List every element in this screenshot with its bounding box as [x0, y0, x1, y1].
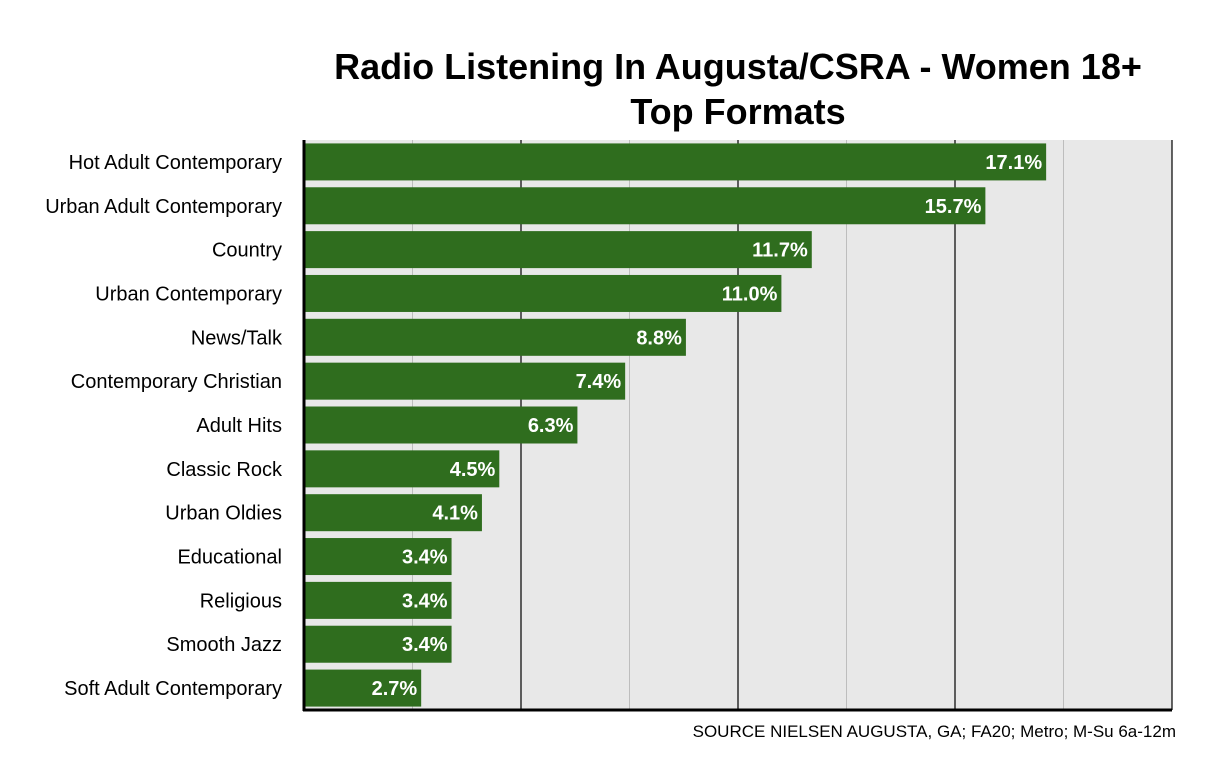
source-note: SOURCE NIELSEN AUGUSTA, GA; FA20; Metro;…: [692, 722, 1176, 741]
value-label: 7.4%: [576, 371, 622, 393]
bar: [304, 625, 452, 663]
bars: [304, 143, 1047, 707]
bar: [304, 362, 626, 400]
value-labels: 17.1%15.7% 11.7% 11.0% 8.8% 7.4%6.3% 4.5% 4.1%…: [372, 152, 1043, 700]
category-label: Soft Adult Contemporary: [64, 678, 282, 700]
category-label: Contemporary Christian: [71, 371, 282, 393]
value-label: 11.0%: [722, 283, 778, 305]
value-label: 15.7%: [925, 196, 982, 218]
bar: [304, 494, 482, 532]
chart-title: Radio Listening In Augusta/CSRA - Women …: [304, 44, 1172, 134]
value-label: 6.3%: [528, 415, 574, 437]
bar: [304, 187, 986, 225]
category-label: Adult Hits: [196, 415, 282, 437]
category-label: Educational: [177, 547, 282, 569]
bar: [304, 143, 1047, 181]
category-label: Urban Oldies: [165, 503, 282, 525]
bar: [304, 318, 686, 356]
value-label: 2.7%: [372, 678, 418, 700]
bar: [304, 406, 578, 444]
chart-title-line2: Top Formats: [630, 91, 846, 132]
category-label: Hot Adult Contemporary: [69, 152, 282, 174]
category-label: News/Talk: [191, 327, 283, 349]
category-labels: Hot Adult Contemporary Urban Adult Contem…: [45, 152, 283, 700]
bar: [304, 450, 500, 488]
category-label: Smooth Jazz: [166, 634, 282, 656]
value-label: 4.1%: [432, 503, 478, 525]
bar: [304, 538, 452, 576]
bar: [304, 581, 452, 619]
category-label: Classic Rock: [166, 459, 283, 481]
category-label: Religious: [200, 590, 282, 612]
bar: [304, 231, 812, 269]
category-label: Country: [212, 240, 282, 262]
bar: [304, 669, 422, 707]
axes: [302, 140, 1172, 712]
value-label: 17.1%: [985, 152, 1042, 174]
value-label: 11.7%: [752, 240, 808, 262]
category-label: Urban Contemporary: [95, 283, 282, 305]
value-label: 3.4%: [402, 590, 448, 612]
value-label: 8.8%: [636, 327, 682, 349]
bar: [304, 274, 782, 312]
value-label: 3.4%: [402, 634, 448, 656]
value-label: 4.5%: [450, 459, 496, 481]
category-label: Urban Adult Contemporary: [45, 196, 282, 218]
value-label: 3.4%: [402, 547, 448, 569]
chart-title-line1: Radio Listening In Augusta/CSRA - Women …: [334, 46, 1142, 87]
